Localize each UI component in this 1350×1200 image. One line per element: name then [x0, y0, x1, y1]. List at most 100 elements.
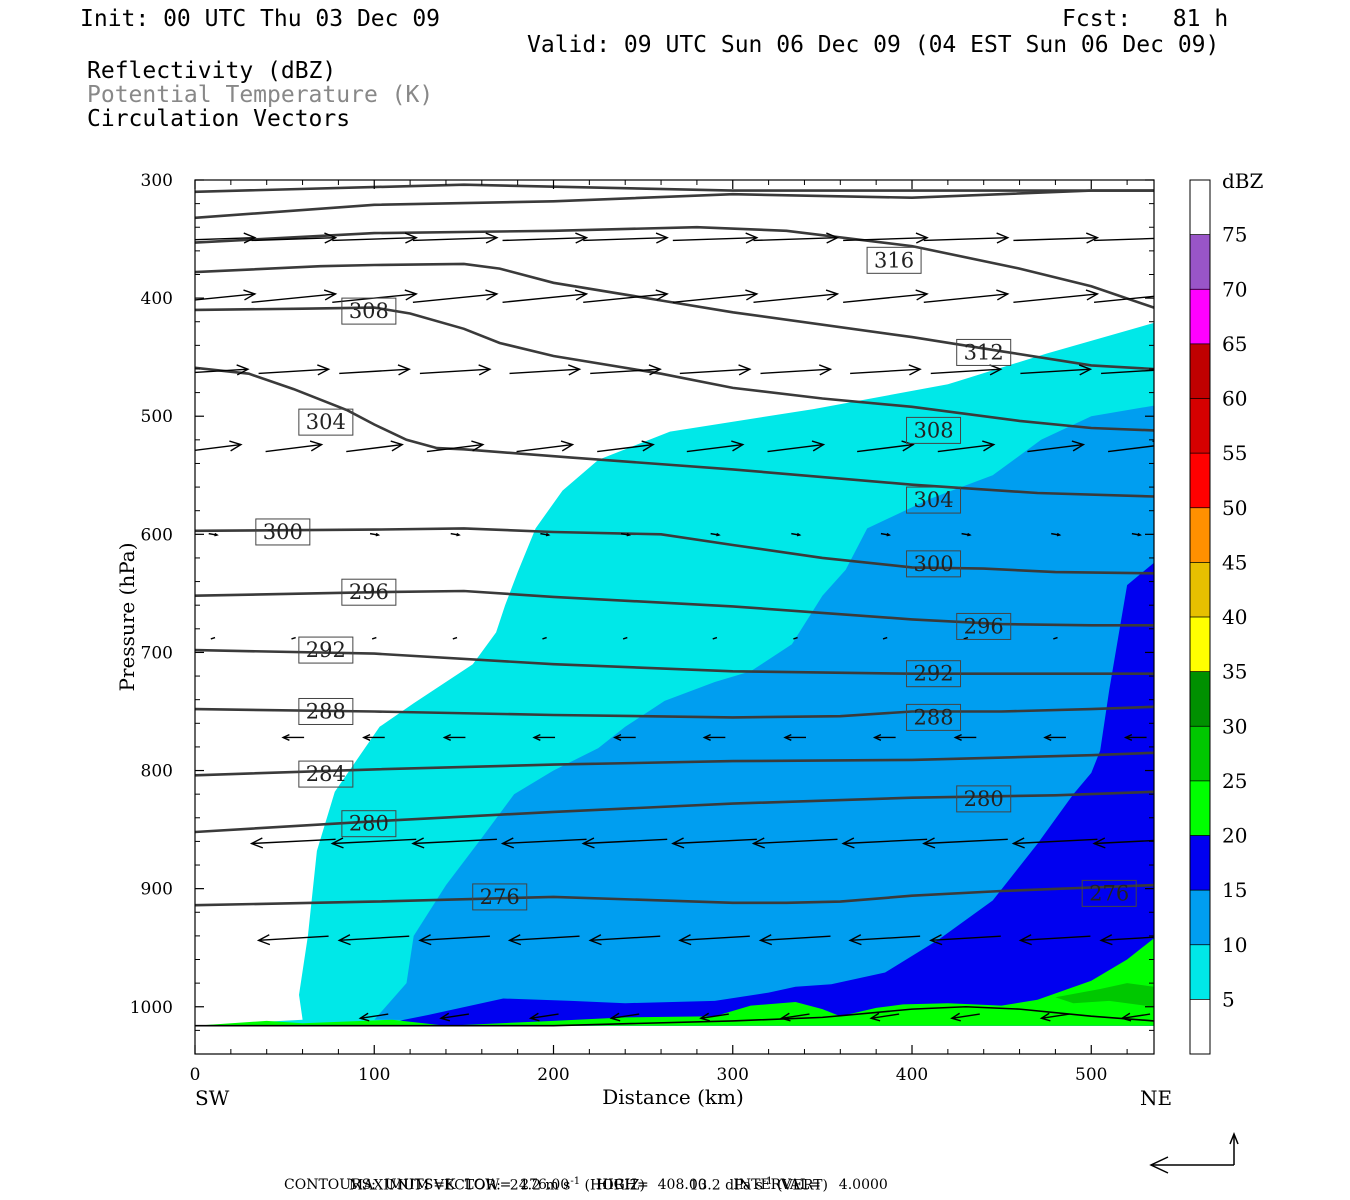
vector-shaft [339, 935, 410, 942]
circulation-vector [371, 636, 377, 640]
vector-shaft [1107, 445, 1154, 453]
vector-arrowhead [1018, 934, 1032, 946]
vector-shaft [1020, 368, 1091, 375]
contour-label: 280 [956, 785, 1012, 813]
forecast-hour: Fcst: 81 h [1062, 6, 1229, 32]
vector-shaft [1027, 443, 1084, 453]
vector-shaft [793, 636, 798, 640]
circulation-vector [710, 532, 721, 537]
theta-contour-284 [195, 751, 1154, 777]
vector-arrowhead [1078, 364, 1093, 376]
circulation-vector [195, 232, 257, 244]
colorbar-level-label: 20 [1222, 824, 1247, 848]
circulation-vector [1043, 733, 1066, 741]
circulation-vector [210, 636, 216, 640]
max-vector-horiz: 24.2 m s [509, 1177, 571, 1194]
terrain-line [195, 1005, 1155, 1027]
vector-arrowhead [214, 532, 219, 537]
circulation-vector [542, 636, 547, 640]
vector-arrowhead [404, 289, 418, 301]
vector-arrowhead [982, 440, 996, 452]
field-potential-temperature: Potential Temperature (K) [87, 82, 434, 108]
circulation-vector [258, 364, 331, 376]
circulation-vector [509, 364, 582, 376]
circulation-vector [872, 733, 896, 741]
vector-arrowhead [309, 440, 324, 452]
contour-label: 296 [956, 612, 1012, 640]
vector-shaft [622, 636, 628, 640]
vector-arrowhead [1167, 233, 1178, 243]
circulation-vector [1092, 837, 1154, 849]
circulation-vector [452, 636, 458, 640]
vector-shaft [210, 636, 216, 640]
contour-label-box [906, 703, 962, 731]
vector-arrowhead [996, 232, 1010, 244]
vector-shaft [360, 1013, 389, 1019]
vector-shaft [502, 838, 587, 845]
vector-arrowhead [439, 1012, 451, 1022]
colorbar-level-label: 50 [1222, 496, 1247, 520]
colorbar-level-label: 40 [1222, 605, 1247, 629]
vector-shaft [1101, 369, 1154, 375]
vector-shaft [265, 443, 322, 453]
vector-shaft [1094, 839, 1154, 845]
colorbar-swatch [1190, 234, 1210, 290]
circulation-vector [590, 364, 662, 376]
circulation-vector [699, 1012, 729, 1022]
circulation-vector [793, 636, 798, 640]
vector-key-icon [1149, 1131, 1239, 1174]
circulation-vector [760, 364, 833, 376]
circulation-vector [1123, 733, 1147, 741]
plot-frame [194, 179, 1155, 1055]
vector-shaft [332, 838, 417, 845]
circulation-vector [922, 837, 1008, 849]
vector-shaft [923, 293, 1008, 304]
vector-arrowhead [818, 364, 833, 376]
vector-shaft [611, 1013, 640, 1019]
vector-shaft [871, 1013, 900, 1019]
circulation-vector [358, 1012, 389, 1022]
contour-label: 300 [906, 550, 962, 578]
contours-line: CONTOURS: UNITS=K LOW= 276.00 HIGH= 408.… [284, 1177, 888, 1193]
circulation-vector [532, 733, 556, 741]
vector-arrowhead [950, 1012, 961, 1022]
vector-arrowhead [626, 532, 632, 537]
contour-label-box [956, 338, 1012, 366]
x-tick-label: 100 [358, 1065, 390, 1085]
vector-shaft [930, 935, 1001, 942]
circulation-vector [843, 289, 929, 304]
vector-shaft [419, 935, 490, 942]
vector-arrowhead [826, 232, 840, 244]
circulation-vector [256, 934, 329, 946]
circulation-vector [195, 289, 257, 301]
contour-label: 276 [472, 883, 528, 911]
contour-label-box [866, 246, 922, 274]
circulation-vector [450, 532, 461, 537]
contour-label-box [906, 416, 962, 444]
contour-label-box [906, 550, 962, 578]
vector-shaft [542, 636, 547, 640]
contour-label-text: 308 [913, 418, 953, 442]
vector-shaft [882, 636, 888, 640]
circulation-vector [850, 364, 922, 376]
colorbar-level-label: 65 [1222, 332, 1247, 356]
circulation-vector [753, 289, 840, 304]
contour-label-text: 296 [349, 580, 389, 604]
vector-arrowhead [471, 440, 485, 452]
y-tick-label: 500 [141, 407, 173, 427]
circulation-vector [869, 1012, 900, 1022]
vector-shaft [452, 636, 458, 640]
vector-arrowhead [330, 837, 344, 849]
x-tick-label: 400 [896, 1065, 928, 1085]
vector-shaft [590, 368, 661, 375]
circulation-vector [857, 440, 915, 453]
contour-label-box [341, 810, 397, 838]
circulation-vector [418, 934, 490, 946]
theta-contour-316 [195, 225, 1154, 309]
colorbar-level-label: 45 [1222, 550, 1247, 574]
vector-arrowhead [574, 289, 589, 301]
circulation-vector [783, 733, 806, 741]
field-circulation-vectors: Circulation Vectors [87, 106, 351, 132]
vector-arrowhead [442, 733, 452, 741]
circulation-vector [588, 934, 661, 946]
